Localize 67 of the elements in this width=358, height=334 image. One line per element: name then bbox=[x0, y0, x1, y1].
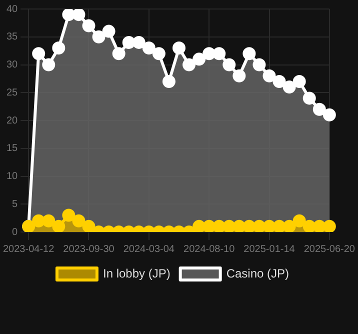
point bbox=[292, 74, 306, 88]
point bbox=[212, 220, 226, 232]
y-tick-label: 25 bbox=[6, 87, 18, 98]
point bbox=[222, 220, 236, 232]
y-tick-label: 30 bbox=[6, 60, 18, 70]
point bbox=[82, 220, 96, 232]
y-tick-label: 5 bbox=[12, 198, 18, 210]
legend-label: In lobby (JP) bbox=[102, 266, 170, 280]
point bbox=[72, 214, 86, 228]
point bbox=[42, 214, 56, 228]
x-tick-label: 2024-03-04 bbox=[123, 244, 175, 255]
point bbox=[202, 47, 216, 60]
point bbox=[282, 220, 296, 232]
y-tick-label: 35 bbox=[6, 32, 18, 43]
y-tick-label: 15 bbox=[6, 143, 18, 154]
point bbox=[112, 47, 126, 60]
y-tick-label: 10 bbox=[6, 171, 18, 182]
x-tick-label: 2025-06-20 bbox=[304, 244, 356, 255]
x-tick-label: 2023-04-12 bbox=[3, 244, 55, 255]
point bbox=[142, 42, 156, 55]
point bbox=[242, 220, 256, 232]
point bbox=[262, 69, 276, 82]
point bbox=[172, 42, 186, 55]
point bbox=[122, 36, 136, 49]
point bbox=[152, 47, 166, 60]
point bbox=[32, 47, 46, 60]
point bbox=[62, 9, 76, 22]
point bbox=[302, 92, 316, 105]
x-tick-label: 2024-08-10 bbox=[184, 244, 236, 255]
point bbox=[162, 74, 176, 88]
point bbox=[302, 220, 316, 232]
point bbox=[252, 220, 266, 232]
point bbox=[322, 220, 336, 232]
y-tick-label: 20 bbox=[6, 115, 18, 126]
point bbox=[312, 220, 326, 232]
point bbox=[312, 102, 326, 116]
point bbox=[202, 220, 216, 232]
x-tick-label: 2023-09-30 bbox=[63, 244, 115, 255]
point bbox=[182, 58, 196, 72]
point bbox=[252, 58, 266, 72]
point bbox=[192, 220, 206, 232]
point bbox=[42, 58, 56, 72]
point bbox=[232, 69, 246, 82]
point bbox=[232, 220, 246, 232]
legend-label: Casino (JP) bbox=[226, 266, 290, 280]
point bbox=[62, 208, 76, 222]
point bbox=[282, 80, 296, 94]
point bbox=[102, 24, 116, 38]
point bbox=[72, 9, 86, 22]
point bbox=[212, 47, 226, 60]
y-tick-label: 0 bbox=[12, 226, 18, 238]
point bbox=[242, 47, 256, 60]
y-tick-label: 40 bbox=[6, 4, 18, 15]
point bbox=[222, 58, 236, 72]
point bbox=[272, 74, 286, 88]
point bbox=[322, 108, 336, 122]
point bbox=[32, 214, 46, 228]
point bbox=[52, 220, 66, 232]
x-tick-label: 2025-01-14 bbox=[244, 244, 296, 255]
point bbox=[52, 42, 66, 55]
point bbox=[132, 36, 146, 49]
point bbox=[82, 19, 96, 32]
point bbox=[262, 220, 276, 232]
point bbox=[292, 214, 306, 228]
point bbox=[92, 30, 106, 44]
point bbox=[272, 220, 286, 232]
point bbox=[192, 52, 206, 66]
